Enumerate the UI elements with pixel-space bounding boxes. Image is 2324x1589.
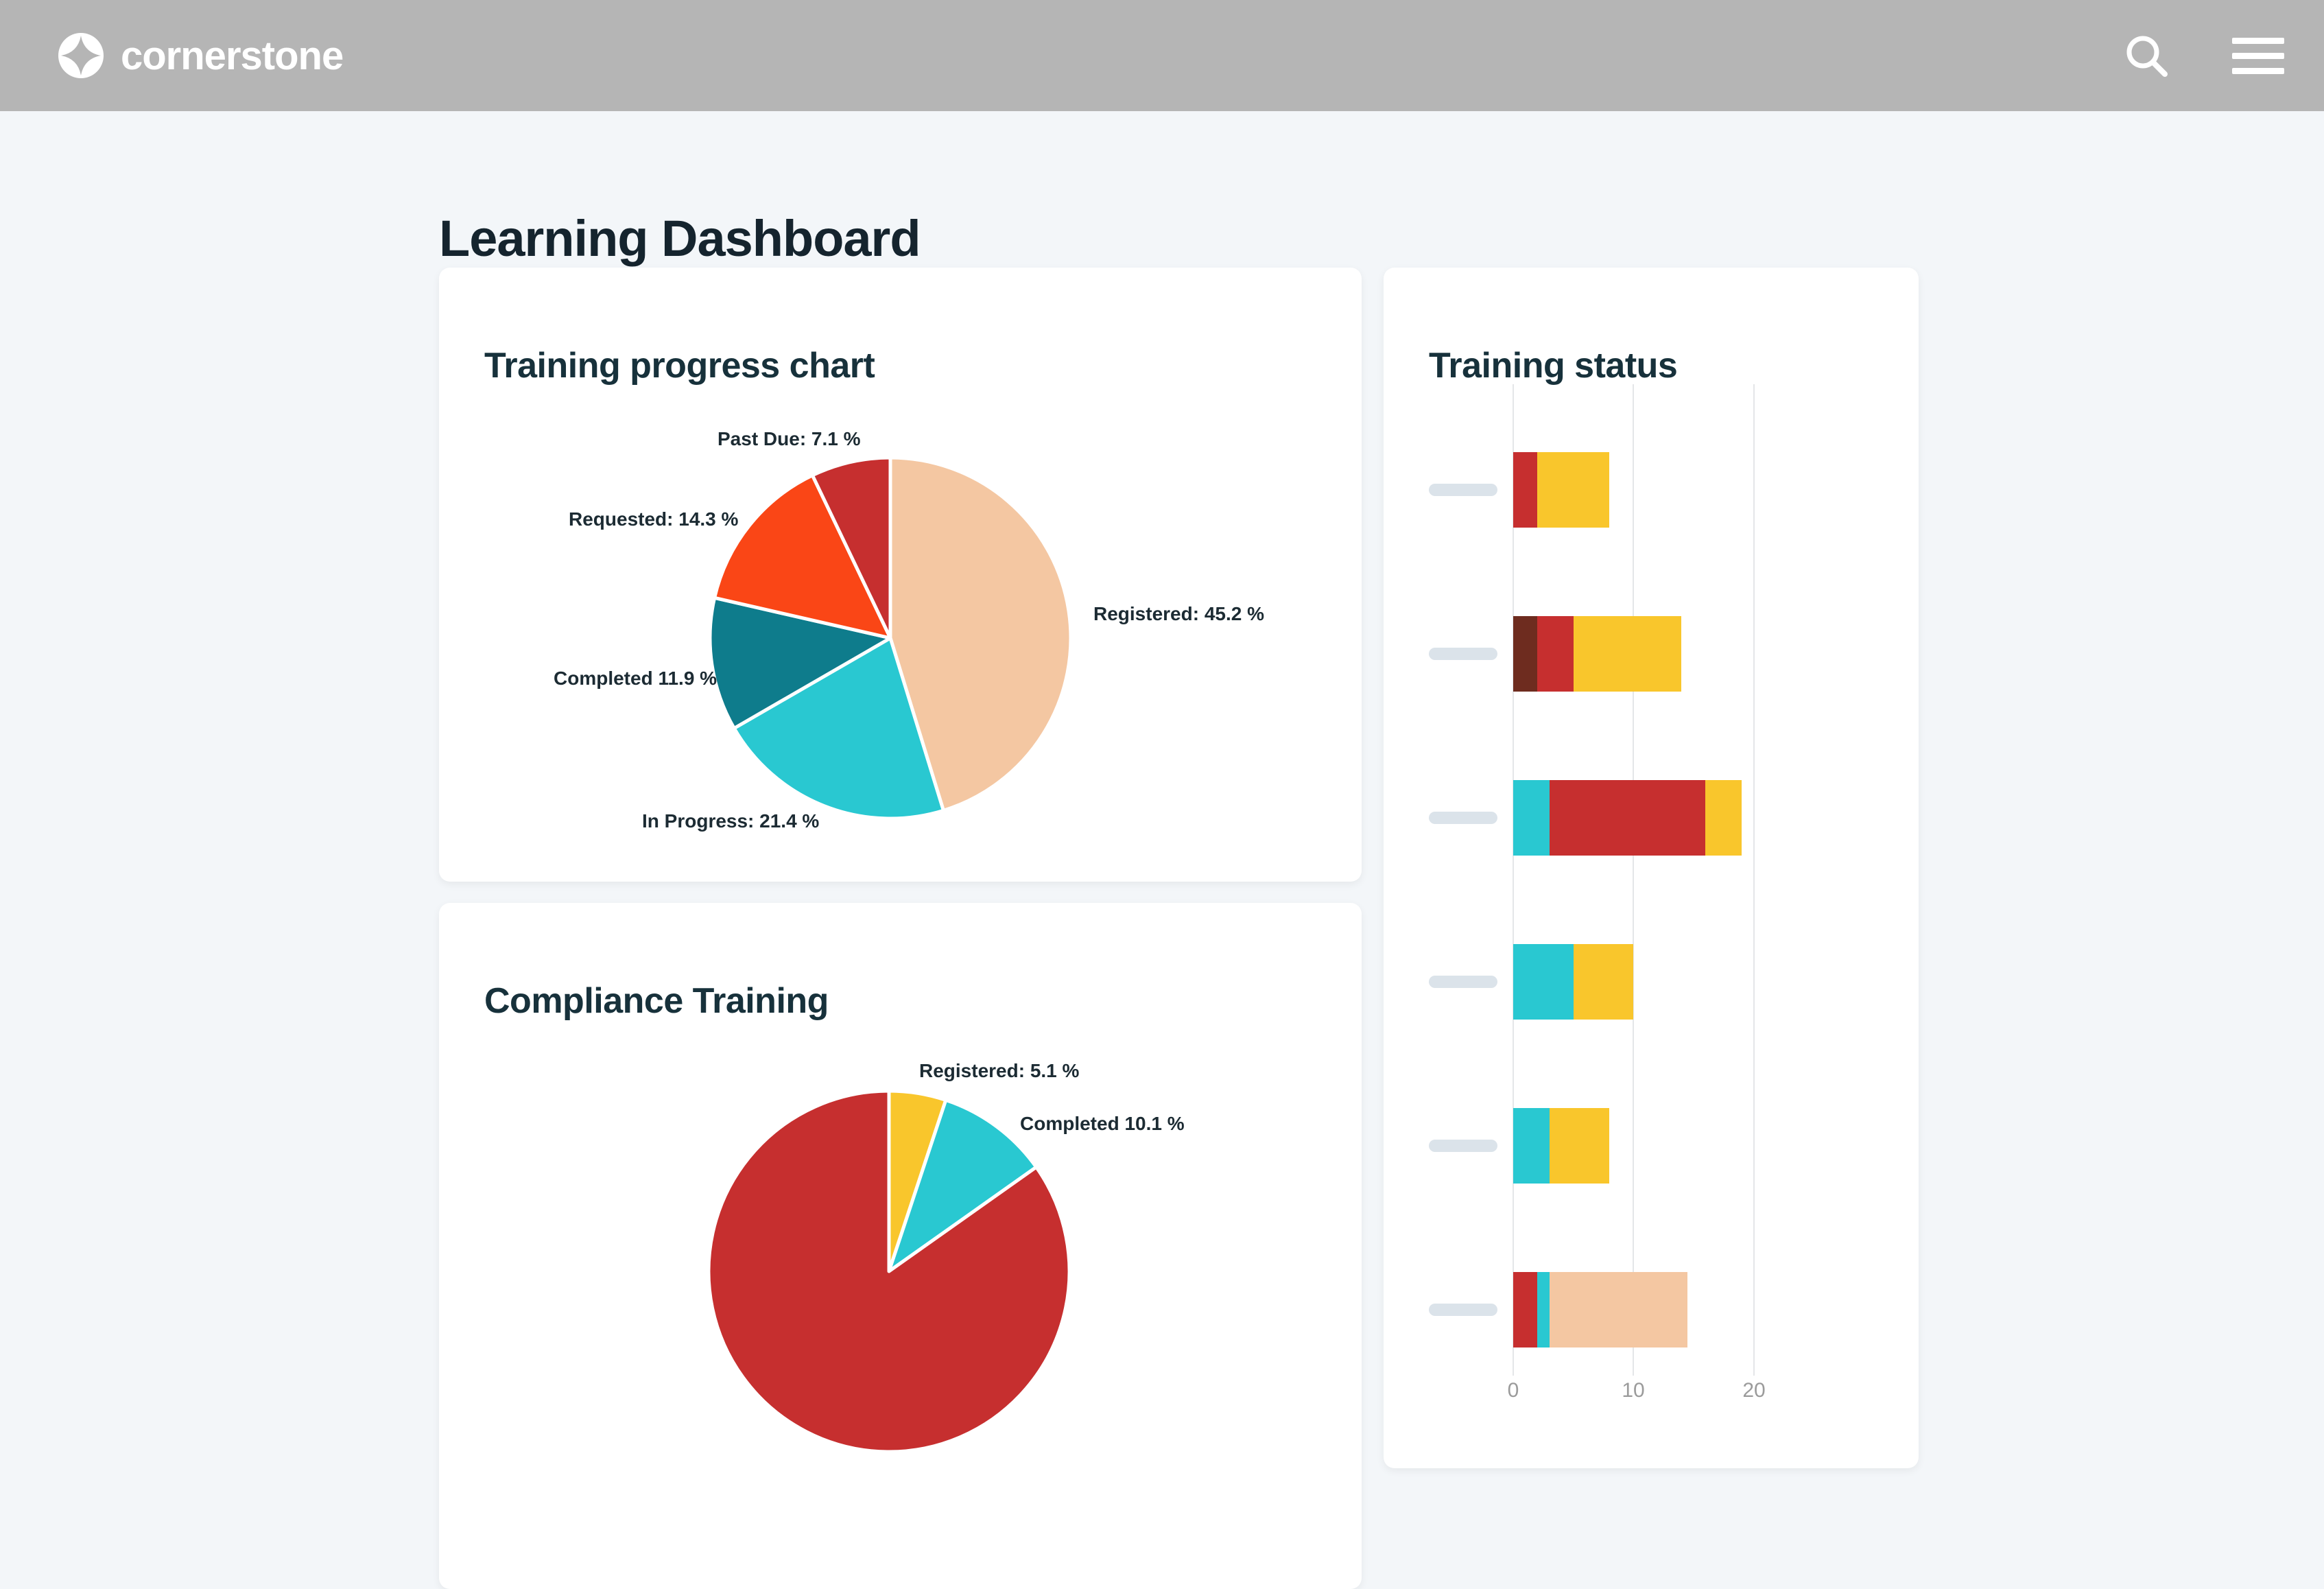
bar-segment[interactable] — [1573, 615, 1681, 692]
bar-segment[interactable] — [1513, 779, 1550, 856]
menu-button[interactable] — [2232, 37, 2284, 74]
row-label-redacted — [1429, 483, 1497, 496]
bar-segment[interactable] — [1513, 1107, 1550, 1184]
stacked-bar[interactable] — [1513, 1107, 1609, 1184]
pie-label-past-due: Past Due: 7.1 % — [718, 428, 861, 449]
bar-segment[interactable] — [1513, 1271, 1537, 1347]
bar-segment[interactable] — [1549, 1107, 1609, 1184]
bar-segment[interactable] — [1549, 1271, 1687, 1347]
row-label-redacted — [1429, 975, 1497, 988]
x-axis-tick-0: 0 — [1507, 1379, 1519, 1402]
pie-label-requested: Requested: 14.3 % — [569, 508, 739, 530]
x-axis-tick-20: 20 — [1742, 1379, 1766, 1402]
row-label-redacted — [1429, 811, 1497, 824]
hamburger-menu-icon — [2232, 37, 2284, 74]
stacked-bar[interactable] — [1513, 451, 1609, 528]
training-progress-card: Training progress chart Past Due: 7.1 % … — [439, 268, 1362, 882]
pie-label-completed: Completed 10.1 % — [1020, 1113, 1185, 1134]
status-row — [1384, 899, 1919, 1063]
status-row — [1384, 735, 1919, 899]
search-icon — [2126, 36, 2168, 77]
training-status-bar-chart: 0 10 20 — [1384, 268, 1919, 1468]
search-button[interactable] — [2124, 33, 2169, 78]
bar-segment[interactable] — [1537, 615, 1574, 692]
bar-segment[interactable] — [1573, 943, 1633, 1020]
stacked-bar[interactable] — [1513, 615, 1681, 692]
stacked-bar[interactable] — [1513, 779, 1742, 856]
pie-slice-past-due[interactable] — [810, 456, 892, 640]
pie-label-registered: Registered: 5.1 % — [919, 1060, 1080, 1081]
bar-segment[interactable] — [1513, 943, 1574, 1020]
gridline-0 — [1513, 384, 1514, 1376]
training-progress-card-title: Training progress chart — [484, 346, 875, 386]
bar-segment[interactable] — [1513, 615, 1537, 692]
gridline-10 — [1633, 384, 1634, 1376]
pie-slice-requested[interactable] — [713, 473, 892, 640]
pie-label-in-progress: In Progress: 21.4 % — [642, 810, 820, 832]
pie-slice-in-progress[interactable] — [732, 636, 945, 821]
bar-segment[interactable] — [1537, 451, 1609, 528]
stacked-bar[interactable] — [1513, 943, 1633, 1020]
pie-label-completed: Completed 11.9 % — [554, 668, 718, 689]
status-row — [1384, 1063, 1919, 1227]
bar-segment[interactable] — [1537, 1271, 1550, 1347]
row-label-redacted — [1429, 1139, 1497, 1152]
status-row — [1384, 1227, 1919, 1391]
training-status-card: Training status 0 10 20 — [1384, 268, 1919, 1468]
brand-wordmark: cornerstone — [121, 33, 344, 78]
pie-slice-registered[interactable] — [888, 456, 1073, 812]
compliance-training-card: Compliance Training Registered: 5.1 % Co… — [439, 903, 1362, 1589]
bar-segment[interactable] — [1549, 779, 1705, 856]
pie-slice-completed[interactable] — [887, 1098, 1039, 1273]
row-label-redacted — [1429, 1303, 1497, 1316]
status-row — [1384, 572, 1919, 735]
compliance-training-pie-chart[interactable] — [690, 1072, 1088, 1470]
page-title: Learning Dashboard — [439, 209, 921, 267]
gridline-20 — [1753, 384, 1755, 1376]
x-axis-tick-10: 10 — [1622, 1379, 1645, 1402]
top-app-bar: cornerstone — [0, 0, 2324, 111]
compliance-training-card-title: Compliance Training — [484, 981, 829, 1022]
status-bar-rows — [1384, 408, 1919, 1391]
cornerstone-logo-icon — [58, 33, 104, 78]
bar-segment[interactable] — [1513, 451, 1537, 528]
stacked-bar[interactable] — [1513, 1271, 1687, 1347]
status-row — [1384, 408, 1919, 572]
training-progress-pie-chart[interactable] — [691, 439, 1089, 837]
training-status-card-title: Training status — [1429, 346, 1678, 386]
brand-logo[interactable]: cornerstone — [58, 32, 344, 79]
pie-label-registered: Registered: 45.2 % — [1093, 603, 1264, 624]
header-actions — [2124, 33, 2284, 78]
bar-segment[interactable] — [1705, 779, 1742, 856]
row-label-redacted — [1429, 647, 1497, 660]
pie-slice-completed[interactable] — [708, 596, 892, 730]
